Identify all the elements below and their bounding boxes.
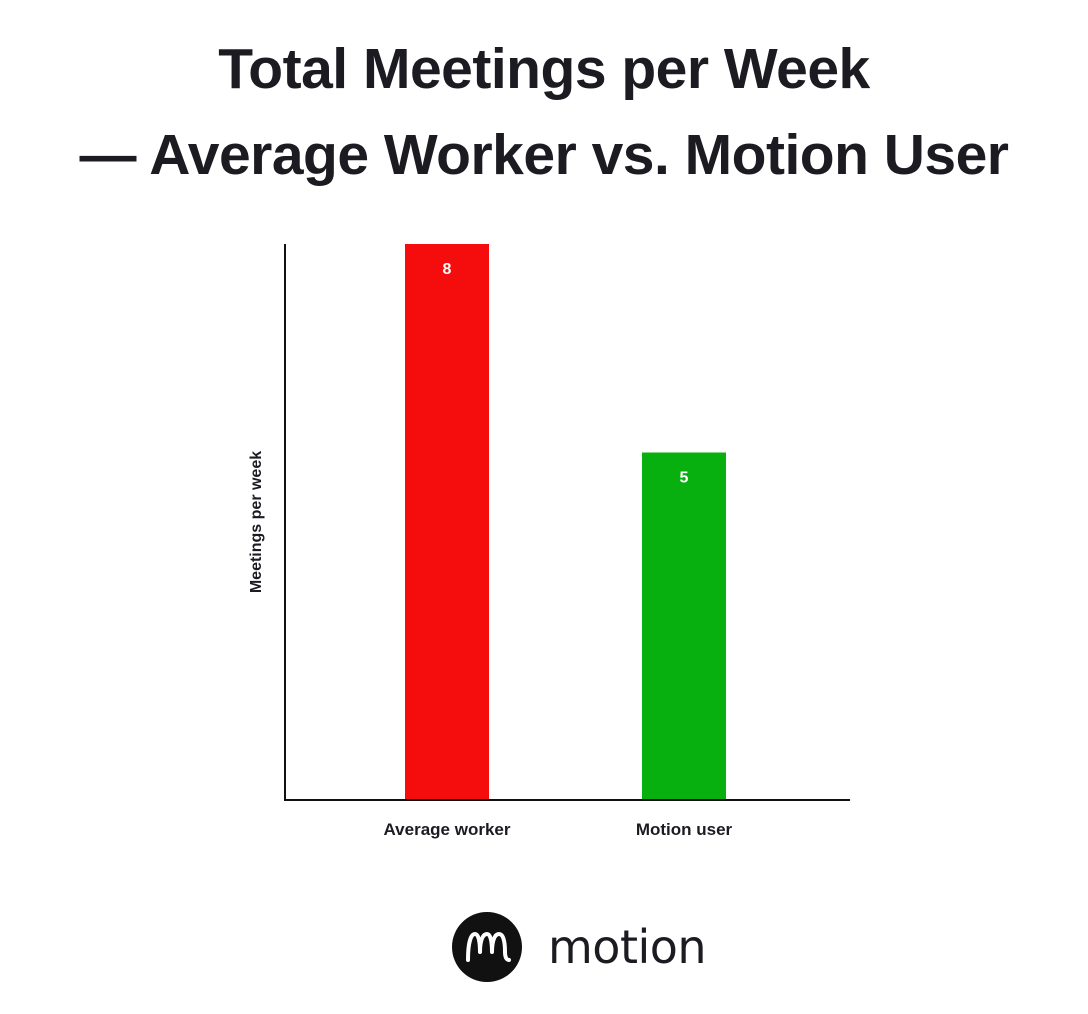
bar-labels-group: 85 (443, 261, 689, 487)
x-tick-label: Motion user (636, 820, 733, 839)
x-tick-labels-group: Average worker Motion user (384, 820, 733, 839)
bar-average-worker (405, 244, 489, 799)
motion-m-logo-glyph (466, 932, 511, 962)
chart-title-line-2: — Average Worker vs. Motion User (79, 123, 1009, 187)
bar-value-label: 8 (443, 261, 452, 278)
bar-value-label: 5 (680, 470, 689, 487)
y-axis-label: Meetings per week (248, 451, 265, 593)
x-tick-label: Average worker (384, 820, 511, 839)
chart-title: Total Meetings per Week — Average Worker… (0, 26, 1088, 198)
motion-m-logo-icon (452, 912, 522, 982)
bars-group (405, 244, 726, 799)
bar-motion-user (642, 452, 726, 799)
chart-title-line-1: Total Meetings per Week (218, 37, 870, 101)
brand-footer: motion (452, 912, 707, 982)
brand-name: motion (548, 920, 707, 974)
